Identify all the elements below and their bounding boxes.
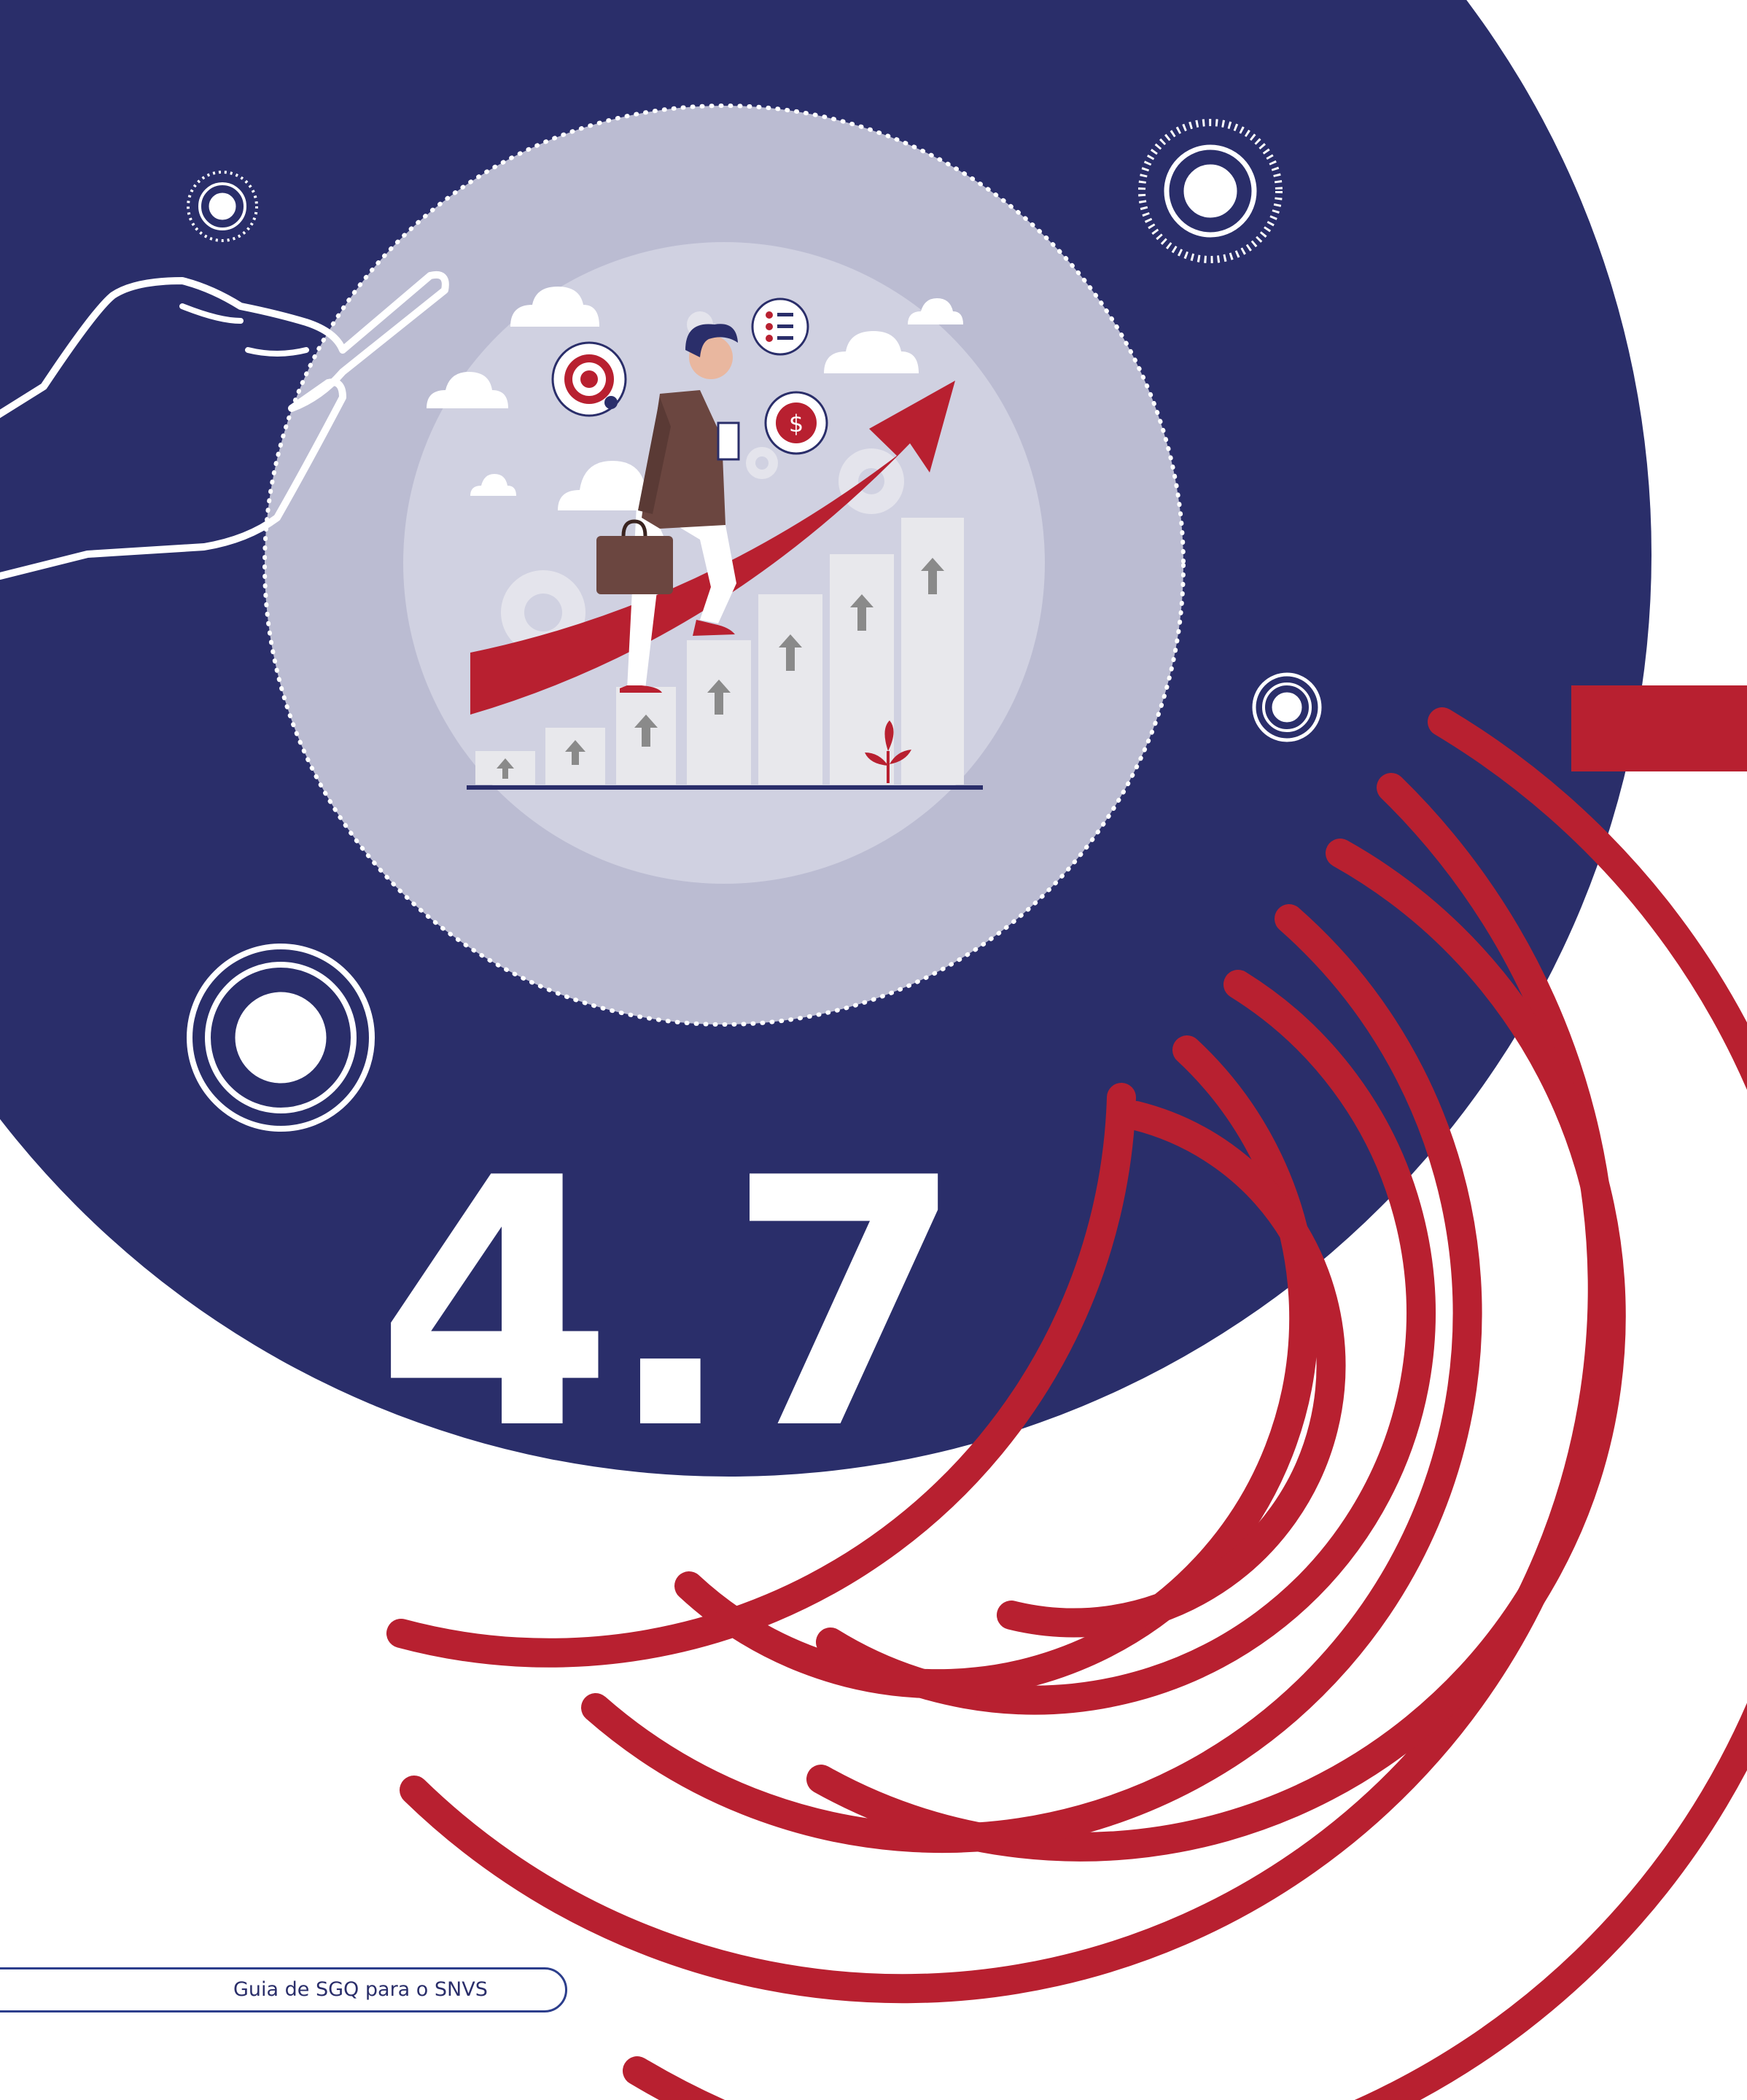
footer-pill [0,1967,567,2012]
target-circle-icon [1252,672,1322,742]
businesswoman-icon [596,324,740,693]
growth-arrow-icon [470,381,955,715]
up-arrow-icon [497,558,944,779]
target-circle-icon [187,944,375,1132]
pointing-hand-icon [0,271,449,580]
footer-text: Guia de SGQ para o SNVS [233,1978,488,2001]
cloud-icon [427,287,963,510]
plant-icon [865,720,911,783]
target-circle-icon [1138,119,1283,263]
bar-steps-icon [475,518,964,785]
finger-crease [179,303,309,357]
section-number: 4.7 [376,1105,965,1504]
dollar-coin-icon: $ [764,391,828,455]
target-icon [551,341,627,417]
svg-text:$: $ [789,410,804,438]
target-circle-icon [187,171,258,242]
checklist-icon [751,298,809,356]
concentric-arcs-decoration [386,707,1747,2100]
red-bar [1571,685,1747,771]
